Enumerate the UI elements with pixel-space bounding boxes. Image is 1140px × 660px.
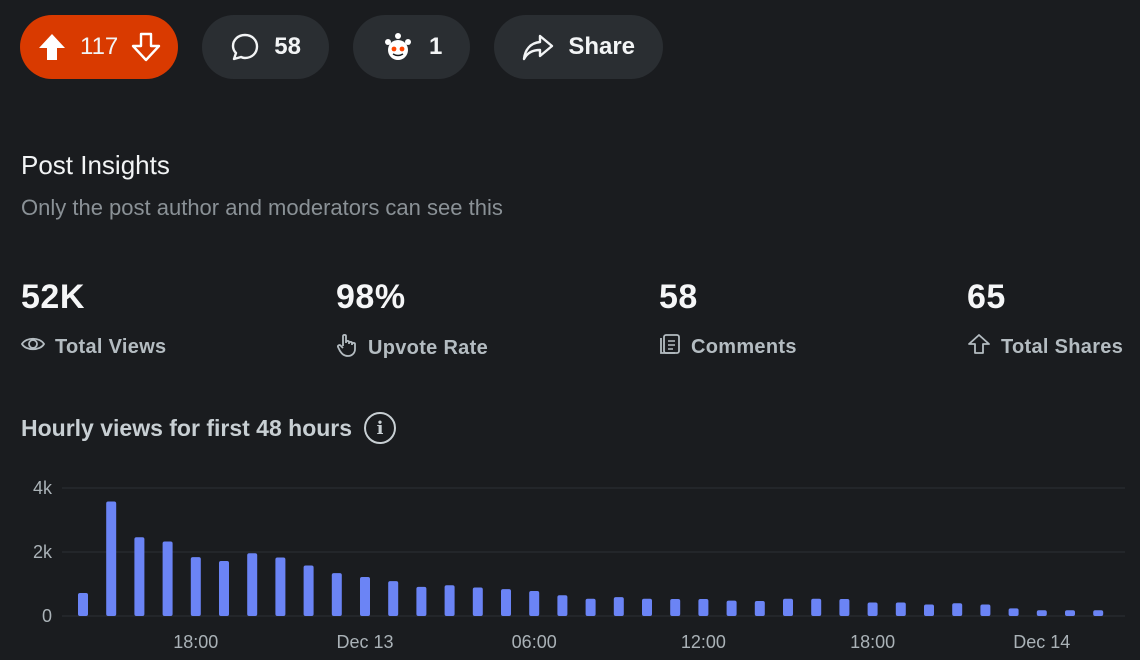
chart-bar[interactable]: [642, 598, 652, 616]
stat-total-views: 52K Total Views: [20, 278, 167, 361]
post-action-bar: 117 58 1 Share: [20, 15, 664, 79]
chart-bar[interactable]: [1036, 610, 1047, 616]
chart-bar[interactable]: [670, 599, 681, 616]
y-tick-label: 0: [42, 606, 52, 626]
award-button[interactable]: 1: [352, 15, 471, 79]
hand-pointer-icon: [336, 333, 358, 363]
upvote-icon[interactable]: [36, 31, 68, 63]
award-snoo-icon: [381, 30, 415, 64]
chart-bar[interactable]: [190, 557, 201, 616]
chart-bar[interactable]: [331, 573, 342, 616]
comment-count: 58: [274, 33, 301, 60]
chart-bar[interactable]: [388, 581, 399, 616]
x-tick-label: 12:00: [681, 632, 726, 652]
chart-bar[interactable]: [557, 595, 568, 616]
chart-title: Hourly views for first 48 hours i: [21, 412, 397, 444]
chart-bar[interactable]: [106, 501, 117, 616]
chart-bar[interactable]: [472, 587, 483, 616]
chart-bar[interactable]: [219, 560, 229, 616]
vote-control: 117: [20, 15, 179, 79]
vote-count: 117: [80, 33, 119, 60]
stat-label: Total Views: [55, 335, 167, 358]
info-icon[interactable]: i: [364, 412, 397, 444]
chart-bar[interactable]: [303, 565, 314, 616]
chart-bar[interactable]: [585, 598, 596, 616]
downvote-icon[interactable]: [130, 31, 162, 63]
chart-bar[interactable]: [980, 604, 991, 616]
chart-bar[interactable]: [924, 604, 934, 616]
eye-icon: [20, 333, 46, 361]
x-tick-label: 18:00: [173, 632, 218, 652]
chart-bar[interactable]: [1008, 608, 1019, 616]
x-tick-label: 18:00: [850, 632, 895, 652]
stat-label: Comments: [691, 335, 797, 358]
chart-bar[interactable]: [867, 602, 878, 616]
chart-bar[interactable]: [78, 592, 88, 616]
share-arrow-icon: [967, 333, 991, 361]
chart-bar[interactable]: [698, 599, 709, 616]
y-tick-label: 2k: [33, 542, 53, 562]
chart-bar[interactable]: [839, 599, 850, 616]
stat-value: 98%: [336, 278, 406, 316]
chart-bar[interactable]: [416, 586, 427, 616]
x-tick-label: Dec 13: [336, 632, 393, 652]
chart-bar[interactable]: [247, 553, 258, 616]
y-tick-label: 4k: [33, 478, 53, 498]
share-button[interactable]: Share: [494, 15, 664, 79]
chart-bar[interactable]: [811, 598, 822, 616]
chart-bar[interactable]: [134, 537, 145, 616]
chart-bar[interactable]: [1093, 610, 1104, 616]
stat-total-shares: 65 Total Shares: [967, 278, 1123, 361]
chart-bar[interactable]: [952, 603, 963, 616]
insights-title: Post Insights: [21, 150, 170, 180]
chart-bar[interactable]: [162, 541, 173, 616]
stat-upvote-rate: 98% Upvote Rate: [336, 278, 488, 363]
stat-label: Upvote Rate: [368, 336, 488, 359]
comments-button[interactable]: 58: [202, 15, 329, 79]
chart-title-text: Hourly views for first 48 hours: [21, 414, 353, 441]
stat-comments: 58 Comments: [659, 278, 797, 361]
chart-bar[interactable]: [613, 597, 624, 616]
hourly-views-chart: 0 2k 4k 18:00 Dec 13 06:00 12:00 18:00 Dec 14: [33, 478, 1125, 652]
chart-bar[interactable]: [501, 589, 511, 616]
x-tick-label: Dec 14: [1013, 632, 1070, 652]
chart-bar[interactable]: [444, 585, 455, 616]
chart-bar[interactable]: [275, 557, 286, 616]
stat-value: 58: [659, 278, 698, 316]
chart-bar[interactable]: [726, 600, 737, 616]
chart-bar[interactable]: [895, 602, 906, 616]
insights-subtitle: Only the post author and moderators can …: [21, 195, 503, 220]
stat-value: 52K: [21, 278, 85, 316]
comments-doc-icon: [659, 333, 681, 361]
stat-label: Total Shares: [1001, 335, 1124, 358]
share-arrow-icon: [522, 32, 554, 62]
chart-bar[interactable]: [754, 600, 765, 616]
chart-bar[interactable]: [360, 576, 370, 616]
x-tick-label: 06:00: [512, 632, 557, 652]
comment-bubble-icon: [230, 32, 260, 62]
stat-value: 65: [967, 278, 1006, 316]
chart-bar[interactable]: [529, 591, 540, 616]
share-label: Share: [568, 33, 636, 60]
chart-bar[interactable]: [783, 598, 793, 616]
chart-bar[interactable]: [1065, 610, 1075, 616]
award-count: 1: [428, 33, 443, 60]
